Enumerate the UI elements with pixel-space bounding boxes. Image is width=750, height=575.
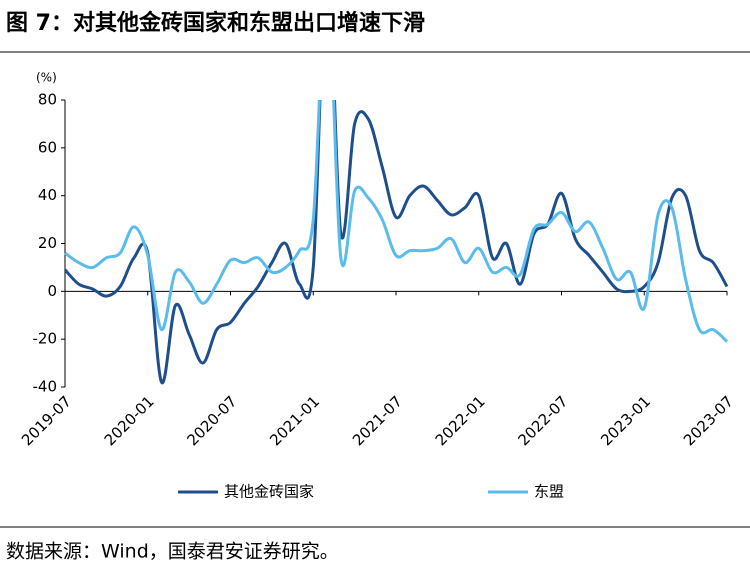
y-tick-label: -40 — [33, 378, 58, 396]
legend-label: 东盟 — [534, 483, 564, 501]
source: 数据来源：Wind，国泰君安证券研究。 — [6, 541, 339, 563]
x-tick-label: 2019-07 — [18, 392, 75, 449]
y-tick-label: 20 — [38, 234, 57, 252]
line-series — [63, 100, 729, 384]
y-unit: (%) — [36, 71, 57, 85]
x-tick-label: 2021-01 — [266, 392, 323, 449]
x-tick-label: 2023-07 — [680, 392, 737, 449]
y-tick-label: 80 — [38, 91, 57, 109]
x-tick-label: 2022-07 — [514, 392, 571, 449]
chart-title: 图 7：对其他金砖国家和东盟出口增速下滑 — [6, 10, 425, 36]
y-tick-label: 60 — [38, 138, 57, 156]
x-tick-label: 2021-07 — [349, 392, 406, 449]
x-tick-label: 2020-01 — [101, 392, 158, 449]
x-tick-label: 2023-01 — [597, 392, 654, 449]
y-tick-label: -20 — [33, 330, 58, 348]
y-tick-label: 40 — [38, 186, 57, 204]
x-tick-label: 2022-01 — [432, 392, 489, 449]
y-tick-label: 0 — [47, 282, 57, 300]
line-series — [64, 100, 729, 343]
legend-label: 其他金砖国家 — [224, 483, 314, 501]
x-tick-label: 2020-07 — [183, 392, 240, 449]
plot-area — [63, 100, 729, 384]
